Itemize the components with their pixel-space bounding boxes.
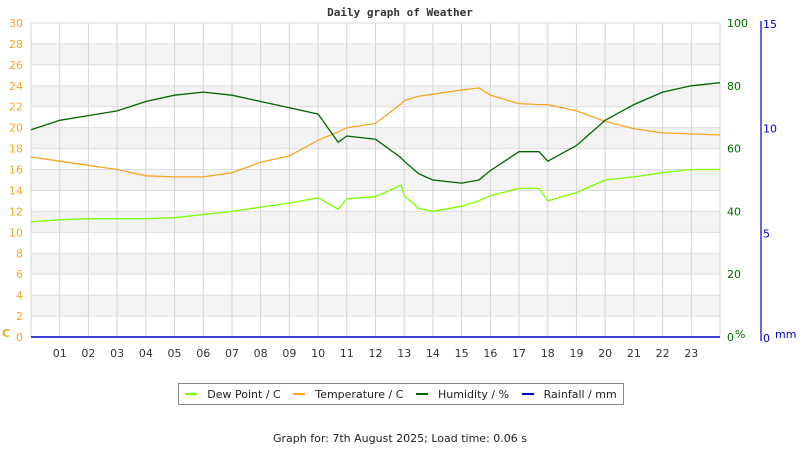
y-tick-label: 16 xyxy=(9,164,23,177)
legend-item: Dew Point / C xyxy=(185,387,281,401)
humidity-tick-label: 100 xyxy=(727,17,748,30)
x-tick-label: 17 xyxy=(512,347,526,360)
humidity-tick-label: 20 xyxy=(727,268,741,281)
y-tick-label: 30 xyxy=(9,17,23,30)
chart-title: Daily graph of Weather xyxy=(327,6,473,19)
dew-series-line xyxy=(30,168,720,223)
rain-tick-label: 5 xyxy=(763,227,770,240)
y-tick-label: 26 xyxy=(9,59,23,72)
y-tick-label: 10 xyxy=(9,226,23,239)
temperature-series-line xyxy=(30,87,721,178)
humidity-tick-label: 40 xyxy=(727,205,741,218)
y-tick-label: 0 xyxy=(16,331,23,344)
rain-axis-unit: mm xyxy=(775,328,796,341)
y-tick-label: 28 xyxy=(9,38,23,51)
x-tick-label: 19 xyxy=(569,347,583,360)
legend-item: Humidity / % xyxy=(416,388,509,401)
legend-swatch-icon xyxy=(521,393,534,395)
legend-swatch-icon xyxy=(185,393,198,395)
x-tick-label: 07 xyxy=(225,347,239,360)
legend-label: Humidity / % xyxy=(438,387,510,401)
x-tick-label: 04 xyxy=(139,347,153,360)
x-tick-label: 06 xyxy=(196,347,210,360)
x-tick-label: 18 xyxy=(541,347,555,360)
x-tick-label: 15 xyxy=(455,347,469,360)
x-tick-label: 03 xyxy=(110,347,124,360)
y-tick-label: 12 xyxy=(9,205,23,218)
x-tick-label: 11 xyxy=(340,347,354,360)
y-tick-label: 14 xyxy=(9,184,23,197)
x-tick-label: 20 xyxy=(598,347,612,360)
legend-label: Temperature / C xyxy=(315,387,404,401)
x-tick-label: 12 xyxy=(369,347,383,360)
y-tick-label: 20 xyxy=(9,122,23,135)
legend-label: Dew Point / C xyxy=(207,387,281,401)
humidity-series-line xyxy=(30,82,721,184)
legend: Dew Point / C Temperature / C Humidity / %… xyxy=(178,383,624,405)
humidity-tick-label: 0 xyxy=(727,331,734,344)
humidity-tick-label: 80 xyxy=(727,80,741,93)
x-tick-label: 21 xyxy=(627,347,641,360)
y-tick-label: 4 xyxy=(16,289,23,302)
legend-swatch-icon xyxy=(416,393,429,395)
x-tick-label: 22 xyxy=(656,347,670,360)
left-axis-unit: C xyxy=(2,327,10,340)
x-tick-label: 02 xyxy=(81,347,95,360)
x-tick-label: 05 xyxy=(168,347,182,360)
humidity-tick-label: 60 xyxy=(727,143,741,156)
y-tick-label: 24 xyxy=(9,80,23,93)
legend-item: Temperature / C xyxy=(293,388,403,401)
y-tick-label: 6 xyxy=(16,268,23,281)
footer-status: Graph for: 7th August 2025; Load time: 0… xyxy=(273,432,527,445)
x-tick-label: 09 xyxy=(282,347,296,360)
legend-swatch-icon xyxy=(293,393,306,395)
y-tick-label: 22 xyxy=(9,101,23,114)
x-tick-label: 23 xyxy=(684,347,698,360)
rain-tick-label: 10 xyxy=(763,123,777,136)
rain-tick-label: 0 xyxy=(763,332,770,345)
x-tick-label: 16 xyxy=(483,347,497,360)
x-tick-label: 08 xyxy=(254,347,268,360)
y-tick-label: 8 xyxy=(16,247,23,260)
y-tick-label: 18 xyxy=(9,143,23,156)
y-tick-label: 2 xyxy=(16,310,23,323)
x-tick-label: 10 xyxy=(311,347,325,360)
legend-item: Rainfall / mm xyxy=(521,387,617,401)
rain-tick-label: 15 xyxy=(763,18,777,31)
humidity-axis-unit: % xyxy=(735,328,745,341)
x-tick-label: 13 xyxy=(397,347,411,360)
x-tick-label: 14 xyxy=(426,347,440,360)
x-tick-label: 01 xyxy=(53,347,67,360)
legend-label: Rainfall / mm xyxy=(543,387,617,401)
